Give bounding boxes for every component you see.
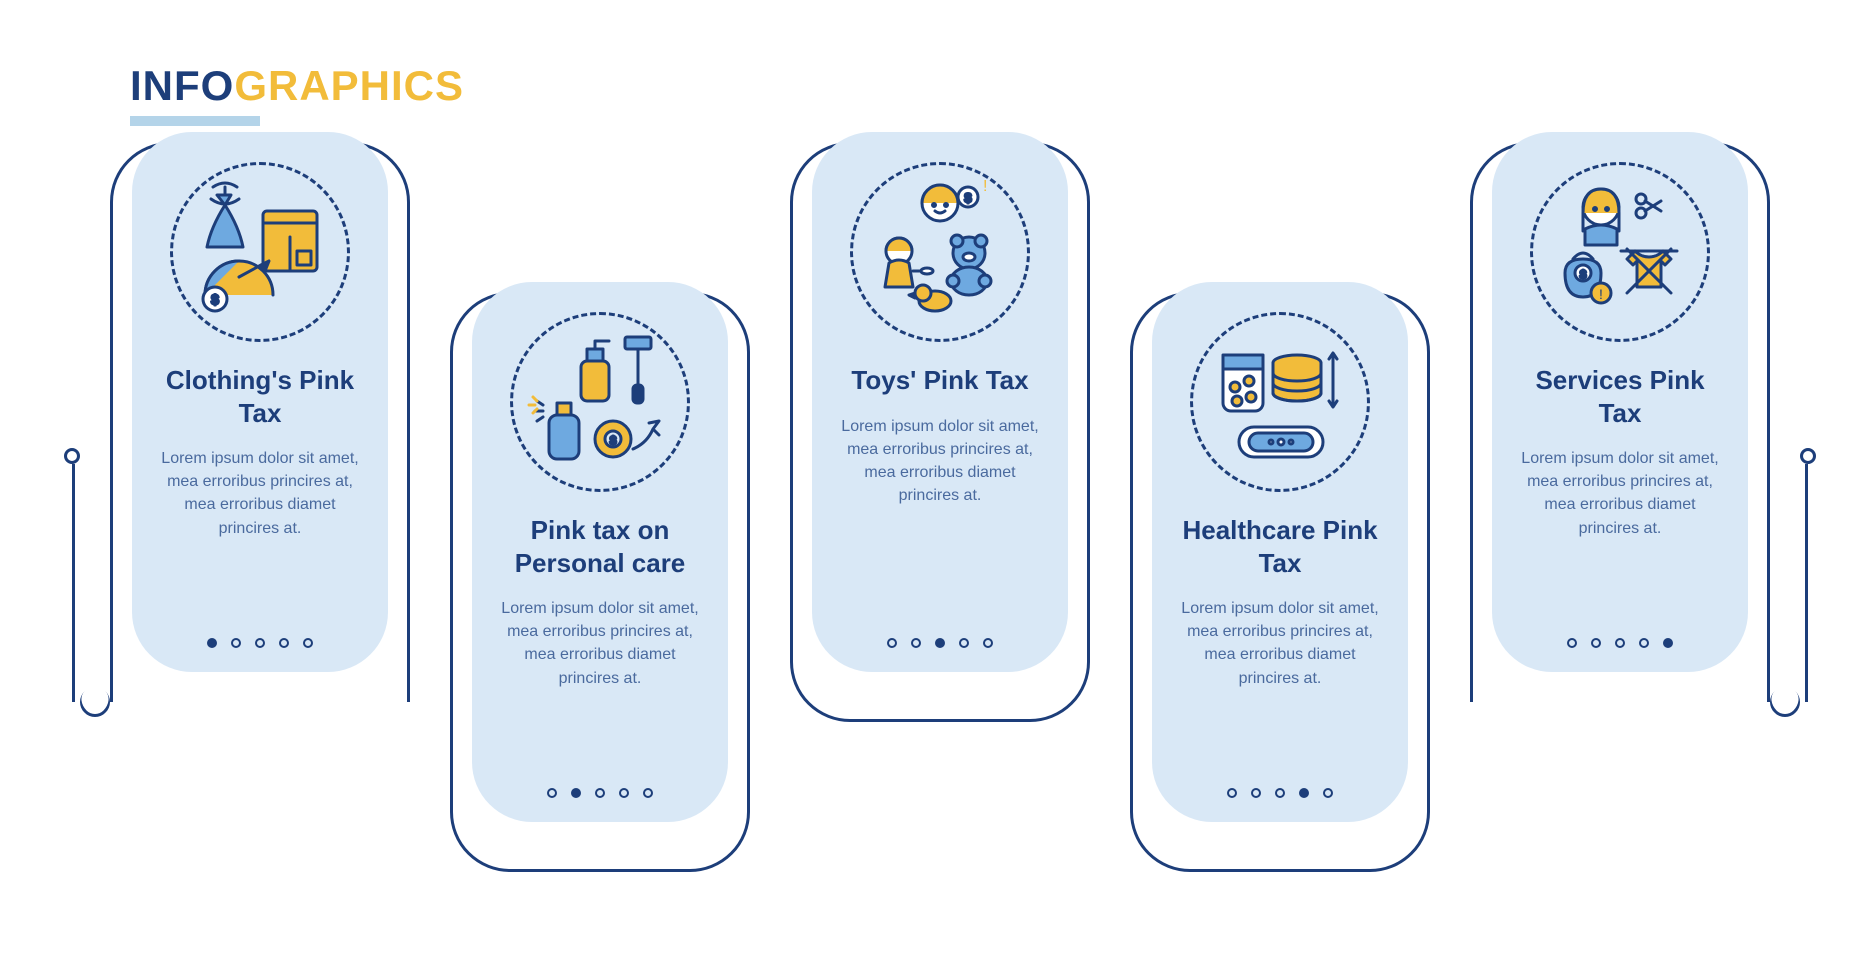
cards-row: Clothing's Pink Tax Lorem ipsum dolor si… — [110, 132, 1770, 902]
dot — [231, 638, 241, 648]
dot — [887, 638, 897, 648]
clothing-icon — [170, 162, 350, 342]
dot — [1299, 788, 1309, 798]
card-title: Services Pink Tax — [1516, 364, 1724, 429]
dot — [643, 788, 653, 798]
dot — [547, 788, 557, 798]
card-capsule: Healthcare Pink Tax Lorem ipsum dolor si… — [1152, 282, 1408, 822]
card-body: Lorem ipsum dolor sit amet, mea erroribu… — [156, 447, 364, 540]
frame-curl — [1764, 681, 1806, 723]
title-part-2: GRAPHICS — [234, 62, 464, 109]
dot — [935, 638, 945, 648]
title-part-1: INFO — [130, 62, 234, 109]
dot — [911, 638, 921, 648]
dot — [983, 638, 993, 648]
card-body: Lorem ipsum dolor sit amet, mea erroribu… — [1516, 447, 1724, 540]
dot — [279, 638, 289, 648]
dot — [303, 638, 313, 648]
card-slot-3: Toys' Pink Tax Lorem ipsum dolor sit ame… — [790, 132, 1090, 902]
title-underline — [130, 116, 260, 126]
pager-dots — [207, 616, 313, 648]
dot — [255, 638, 265, 648]
dot — [1251, 788, 1261, 798]
toys-icon — [850, 162, 1030, 342]
card-body: Lorem ipsum dolor sit amet, mea erroribu… — [836, 415, 1044, 508]
dot — [1567, 638, 1577, 648]
dot — [959, 638, 969, 648]
personal-care-icon — [510, 312, 690, 492]
card-slot-2: Pink tax on Personal care Lorem ipsum do… — [450, 132, 750, 902]
card-body: Lorem ipsum dolor sit amet, mea erroribu… — [1176, 597, 1384, 690]
pager-dots — [887, 616, 993, 648]
card-title: Healthcare Pink Tax — [1176, 514, 1384, 579]
dot — [1323, 788, 1333, 798]
dot — [1639, 638, 1649, 648]
dot — [1227, 788, 1237, 798]
card-body: Lorem ipsum dolor sit amet, mea erroribu… — [496, 597, 704, 690]
frame-wire — [1805, 464, 1808, 702]
dot — [1591, 638, 1601, 648]
card-capsule: Toys' Pink Tax Lorem ipsum dolor sit ame… — [812, 132, 1068, 672]
card-title: Toys' Pink Tax — [851, 364, 1028, 397]
card-capsule: Clothing's Pink Tax Lorem ipsum dolor si… — [132, 132, 388, 672]
dot — [1275, 788, 1285, 798]
card-slot-1: Clothing's Pink Tax Lorem ipsum dolor si… — [110, 132, 410, 902]
card-capsule: Pink tax on Personal care Lorem ipsum do… — [472, 282, 728, 822]
frame-knob — [64, 448, 80, 464]
card-slot-5: Services Pink Tax Lorem ipsum dolor sit … — [1470, 132, 1770, 902]
pager-dots — [547, 766, 653, 798]
frame-knob — [1800, 448, 1816, 464]
dot — [207, 638, 217, 648]
dot — [1663, 638, 1673, 648]
pager-dots — [1227, 766, 1333, 798]
card-slot-4: Healthcare Pink Tax Lorem ipsum dolor si… — [1130, 132, 1430, 902]
dot — [1615, 638, 1625, 648]
page-title: INFOGRAPHICS — [130, 62, 464, 110]
dot — [571, 788, 581, 798]
card-title: Clothing's Pink Tax — [156, 364, 364, 429]
dot — [595, 788, 605, 798]
pager-dots — [1567, 616, 1673, 648]
services-icon — [1530, 162, 1710, 342]
healthcare-icon — [1190, 312, 1370, 492]
dot — [619, 788, 629, 798]
card-capsule: Services Pink Tax Lorem ipsum dolor sit … — [1492, 132, 1748, 672]
card-title: Pink tax on Personal care — [496, 514, 704, 579]
frame-wire — [72, 464, 75, 702]
